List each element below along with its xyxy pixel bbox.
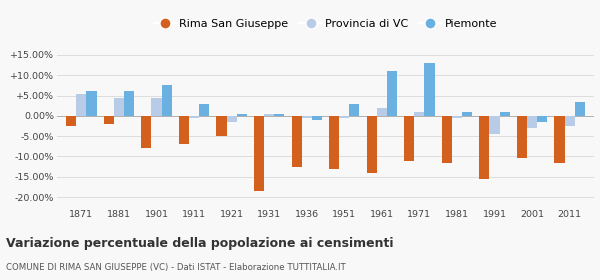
Bar (377, 108, 387, 116)
Bar (387, 71, 397, 116)
Bar (575, 102, 585, 116)
Bar (274, 114, 284, 116)
Bar (554, 116, 565, 162)
Bar (349, 104, 359, 116)
Bar (179, 116, 189, 144)
Bar (124, 92, 134, 116)
Bar (86, 92, 97, 116)
Bar (490, 116, 500, 134)
Bar (264, 114, 274, 116)
Bar (462, 112, 472, 116)
Bar (452, 116, 462, 118)
Bar (479, 116, 490, 179)
Bar (565, 116, 575, 126)
Bar (442, 116, 452, 162)
Bar (142, 116, 151, 148)
Bar (500, 112, 509, 116)
Bar (236, 114, 247, 116)
Bar (367, 116, 377, 173)
Bar (292, 116, 302, 167)
Bar (114, 98, 124, 116)
Bar (302, 116, 312, 118)
Bar (527, 116, 537, 128)
Bar (415, 112, 424, 116)
Bar (404, 116, 415, 160)
Bar (104, 116, 114, 124)
Legend: Rima San Giuseppe, Provincia di VC, Piemonte: Rima San Giuseppe, Provincia di VC, Piem… (149, 15, 502, 34)
Bar (254, 116, 264, 191)
Bar (537, 116, 547, 122)
Bar (66, 116, 76, 126)
Bar (151, 98, 161, 116)
Bar (189, 116, 199, 118)
Bar (312, 116, 322, 120)
Text: Variazione percentuale della popolazione ai censimenti: Variazione percentuale della popolazione… (6, 237, 394, 249)
Bar (76, 94, 86, 116)
Bar (329, 116, 339, 169)
Bar (339, 116, 349, 118)
Text: COMUNE DI RIMA SAN GIUSEPPE (VC) - Dati ISTAT - Elaborazione TUTTITALIA.IT: COMUNE DI RIMA SAN GIUSEPPE (VC) - Dati … (6, 263, 346, 272)
Bar (424, 63, 434, 116)
Bar (517, 116, 527, 158)
Bar (161, 85, 172, 116)
Bar (227, 116, 236, 122)
Bar (217, 116, 227, 136)
Bar (199, 104, 209, 116)
